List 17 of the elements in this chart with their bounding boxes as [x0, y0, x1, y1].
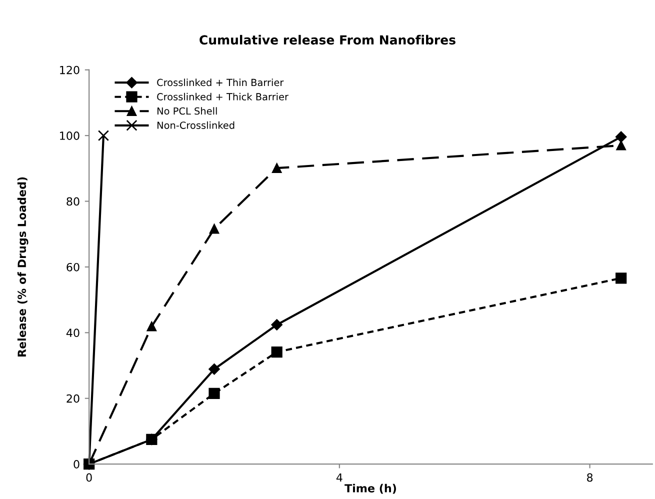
y-tick-label: 60 — [66, 262, 80, 272]
x-tick-label: 0 — [86, 473, 92, 482]
y-tick-label: 80 — [66, 197, 80, 206]
y-tick-label: 100 — [60, 132, 80, 140]
y-tick-label: 120 — [60, 66, 80, 74]
y-axis-title: Release (% of Drugs Loaded) — [17, 177, 28, 357]
y-tick-label: 0 — [74, 460, 80, 468]
y-tick-label: 40 — [66, 328, 80, 338]
legend-label: Crosslinked + Thin Barrier — [157, 78, 284, 86]
legend-label: Crosslinked + Thick Barrier — [157, 92, 288, 100]
x-axis-title: Time (h) — [344, 484, 396, 494]
chart-title: Cumulative release From Nanofibres — [200, 34, 456, 45]
legend-label: No PCL Shell — [157, 107, 217, 115]
legend-label: Non-Crosslinked — [157, 121, 234, 129]
y-tick-label: 20 — [66, 394, 80, 403]
x-tick-label: 4 — [336, 473, 342, 482]
x-tick-label: 8 — [587, 473, 593, 482]
